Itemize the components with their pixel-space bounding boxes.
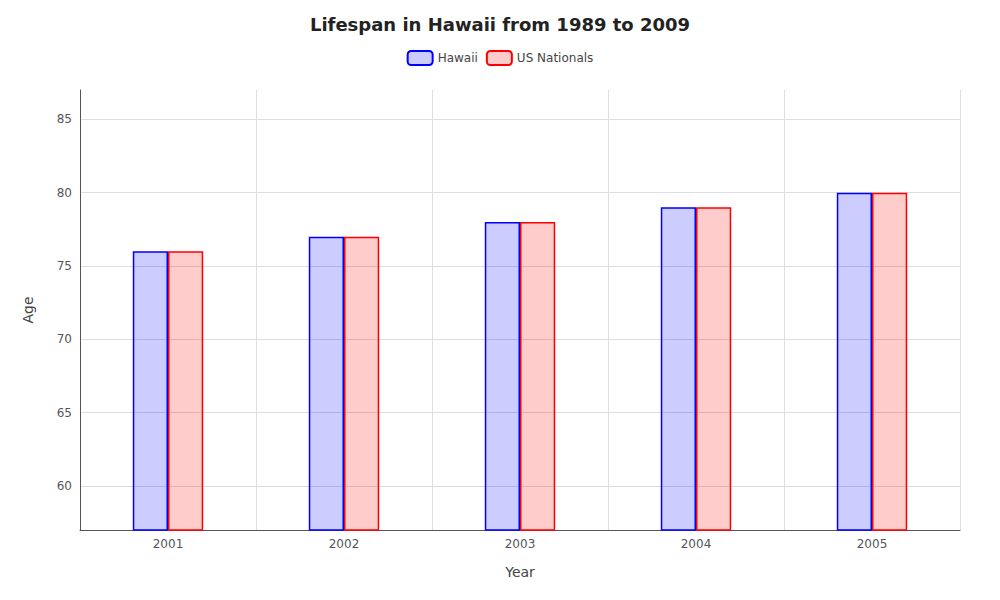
svg-text:2002: 2002 — [329, 537, 360, 551]
svg-text:2003: 2003 — [505, 537, 536, 551]
svg-text:Hawaii: Hawaii — [438, 51, 478, 65]
svg-text:US Nationals: US Nationals — [517, 51, 593, 65]
svg-text:70: 70 — [57, 332, 72, 346]
svg-text:Age: Age — [20, 296, 36, 323]
svg-text:75: 75 — [57, 259, 72, 273]
svg-text:80: 80 — [57, 186, 72, 200]
svg-text:Lifespan in Hawaii from 1989 t: Lifespan in Hawaii from 1989 to 2009 — [310, 14, 690, 35]
svg-text:2001: 2001 — [153, 537, 184, 551]
svg-text:60: 60 — [57, 479, 72, 493]
svg-text:65: 65 — [57, 406, 72, 420]
svg-text:2004: 2004 — [681, 537, 712, 551]
svg-text:Year: Year — [504, 564, 535, 580]
svg-text:2005: 2005 — [857, 537, 888, 551]
svg-text:85: 85 — [57, 112, 72, 126]
